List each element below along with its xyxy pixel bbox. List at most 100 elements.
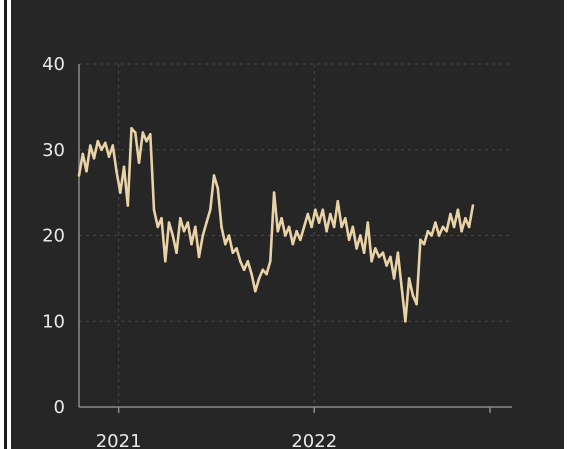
data-point (167, 221, 171, 224)
data-point (220, 225, 223, 229)
data-point (456, 208, 460, 212)
data-point (164, 259, 167, 263)
chart-panel (11, 0, 572, 449)
data-point (396, 251, 400, 254)
data-point (329, 212, 332, 216)
data-point (449, 212, 452, 216)
data-point (179, 217, 182, 220)
data-point (310, 225, 313, 229)
data-point (452, 225, 456, 229)
data-point (111, 144, 115, 147)
data-point (152, 208, 156, 212)
data-point (227, 234, 231, 237)
x-tick-label: 2022 (291, 431, 337, 449)
data-point (89, 144, 92, 147)
data-point (325, 229, 328, 233)
data-point (411, 294, 415, 297)
data-point (437, 234, 441, 237)
data-point (306, 212, 310, 216)
data-point (145, 139, 148, 143)
data-point (471, 204, 475, 207)
data-point (389, 255, 392, 259)
data-point (81, 152, 85, 156)
data-point (276, 229, 280, 233)
data-point (85, 169, 88, 173)
data-point (344, 217, 347, 220)
data-point (119, 191, 122, 194)
data-point (434, 221, 437, 224)
data-point (370, 259, 373, 263)
left-margin (0, 0, 11, 449)
data-point (257, 277, 261, 280)
y-tick-label: 0 (54, 397, 65, 418)
data-point (404, 320, 407, 323)
data-point (194, 225, 197, 229)
data-point (175, 251, 178, 254)
data-point (317, 221, 321, 224)
left-border-line (4, 0, 7, 449)
data-point (231, 251, 235, 254)
data-point (115, 169, 118, 173)
data-point (92, 157, 96, 160)
data-point (445, 229, 448, 233)
data-point (272, 191, 276, 194)
data-point (250, 272, 253, 276)
data-point (340, 225, 343, 229)
x-tick-labels: 2021 2022 (96, 407, 491, 449)
data-point (235, 247, 238, 250)
axes (78, 64, 512, 408)
data-point (197, 255, 201, 259)
data-point (336, 199, 340, 203)
data-point (182, 229, 186, 233)
data-point (366, 221, 370, 224)
data-point (77, 174, 81, 177)
y-tick-label: 10 (42, 311, 65, 332)
data-point (287, 225, 291, 229)
data-point (186, 221, 190, 224)
data-point (407, 277, 411, 280)
data-point (291, 242, 295, 246)
data-point (374, 247, 377, 250)
data-point (302, 225, 306, 229)
data-point (224, 242, 227, 246)
data-point (216, 187, 220, 190)
data-point (295, 229, 298, 233)
data-point (362, 251, 366, 254)
data-point (190, 242, 193, 246)
data-point (400, 285, 403, 289)
data-point (149, 133, 152, 136)
data-point (385, 264, 388, 267)
series-line (77, 127, 475, 323)
data-point (246, 259, 250, 263)
data-point (209, 208, 212, 212)
data-point (351, 225, 355, 229)
data-point (299, 238, 302, 242)
data-point (392, 277, 396, 280)
data-point (242, 268, 246, 272)
data-point (426, 229, 430, 233)
y-tick-label: 40 (42, 54, 65, 75)
data-point (441, 225, 445, 229)
data-point (381, 251, 385, 254)
data-point (419, 238, 422, 242)
right-margin (564, 0, 572, 449)
data-point (422, 242, 426, 246)
data-point (137, 161, 141, 164)
data-point (122, 165, 126, 169)
data-point (269, 259, 272, 263)
data-point (355, 247, 358, 250)
y-tick-label: 20 (42, 226, 65, 247)
x-tick-label: 2021 (96, 431, 142, 449)
data-point (314, 208, 317, 212)
data-point (160, 217, 163, 220)
data-point (265, 272, 268, 276)
data-point (96, 139, 100, 143)
data-point (377, 255, 381, 259)
data-point (107, 155, 111, 158)
data-point (284, 234, 287, 237)
data-point (141, 131, 145, 134)
series-layer (77, 127, 475, 323)
data-point (359, 234, 362, 237)
data-point (104, 141, 107, 145)
